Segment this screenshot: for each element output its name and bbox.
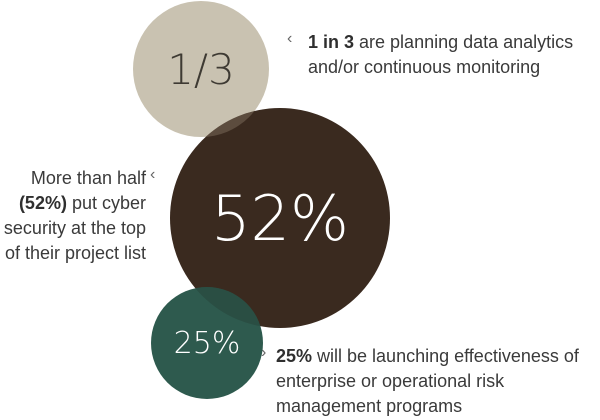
fifty-two-callout: More than half (52%) put cyber security … — [0, 166, 146, 266]
chevron-right-icon: › — [261, 344, 267, 361]
one-third-circle: 1/3 — [133, 1, 269, 137]
fifty-two-callout-bold: (52%) — [18, 193, 67, 213]
twenty-five-callout-bold: 25% — [276, 346, 313, 366]
fifty-two-callout-lead: More than half — [30, 168, 146, 188]
twenty-five-callout-text: will be launching effectiveness of enter… — [276, 346, 579, 416]
twenty-five-percent-label: 25% — [173, 325, 241, 361]
one-third-callout-text: are planning data analytics and/or conti… — [308, 32, 574, 77]
chevron-left-icon: ‹ — [150, 166, 156, 183]
fifty-two-percent-label: 52% — [211, 181, 349, 255]
twenty-five-callout: 25% will be launching effectiveness of e… — [276, 344, 598, 419]
twenty-five-percent-circle: 25% — [151, 287, 263, 399]
one-third-callout-bold: 1 in 3 — [308, 32, 355, 52]
fifty-two-callout-text: put cyber security at the top of their p… — [3, 193, 146, 263]
chevron-left-icon: ‹ — [287, 30, 293, 47]
one-third-label: 1/3 — [167, 44, 235, 94]
one-third-callout: 1 in 3 are planning data analytics and/o… — [308, 30, 578, 80]
